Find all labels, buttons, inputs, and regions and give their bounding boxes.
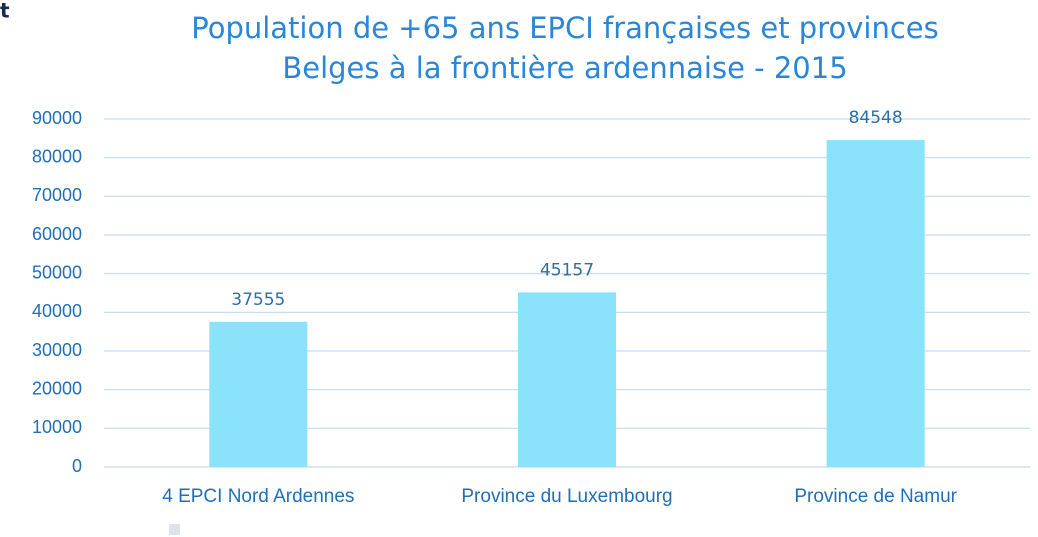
x-tick-label: Province de Namur <box>794 486 957 507</box>
y-tick-label: 10000 <box>32 417 82 437</box>
y-tick-label: 70000 <box>32 185 82 205</box>
y-tick-label: 60000 <box>32 224 82 244</box>
bar <box>209 321 308 467</box>
y-tick-label: 30000 <box>32 340 82 360</box>
x-tick-label: Province du Luxembourg <box>461 486 672 507</box>
y-tick-label: 40000 <box>32 301 82 321</box>
data-label: 37555 <box>231 290 285 310</box>
cut-text: t <box>0 0 10 23</box>
chart-title: Belges à la frontière ardennaise - 2015 <box>282 51 847 85</box>
y-tick-label: 20000 <box>32 378 82 398</box>
data-label: 45157 <box>540 260 594 280</box>
legend-marker <box>169 524 180 535</box>
y-tick-label: 80000 <box>32 146 82 166</box>
y-tick-label: 90000 <box>32 108 82 128</box>
y-tick-label: 50000 <box>32 262 82 282</box>
x-tick-label: 4 EPCI Nord Ardennes <box>162 486 354 507</box>
chart-title: Population de +65 ans EPCI françaises et… <box>191 11 938 45</box>
bar <box>826 140 925 468</box>
bar <box>518 292 616 467</box>
data-label: 84548 <box>849 108 903 128</box>
y-tick-label: 0 <box>72 456 82 476</box>
